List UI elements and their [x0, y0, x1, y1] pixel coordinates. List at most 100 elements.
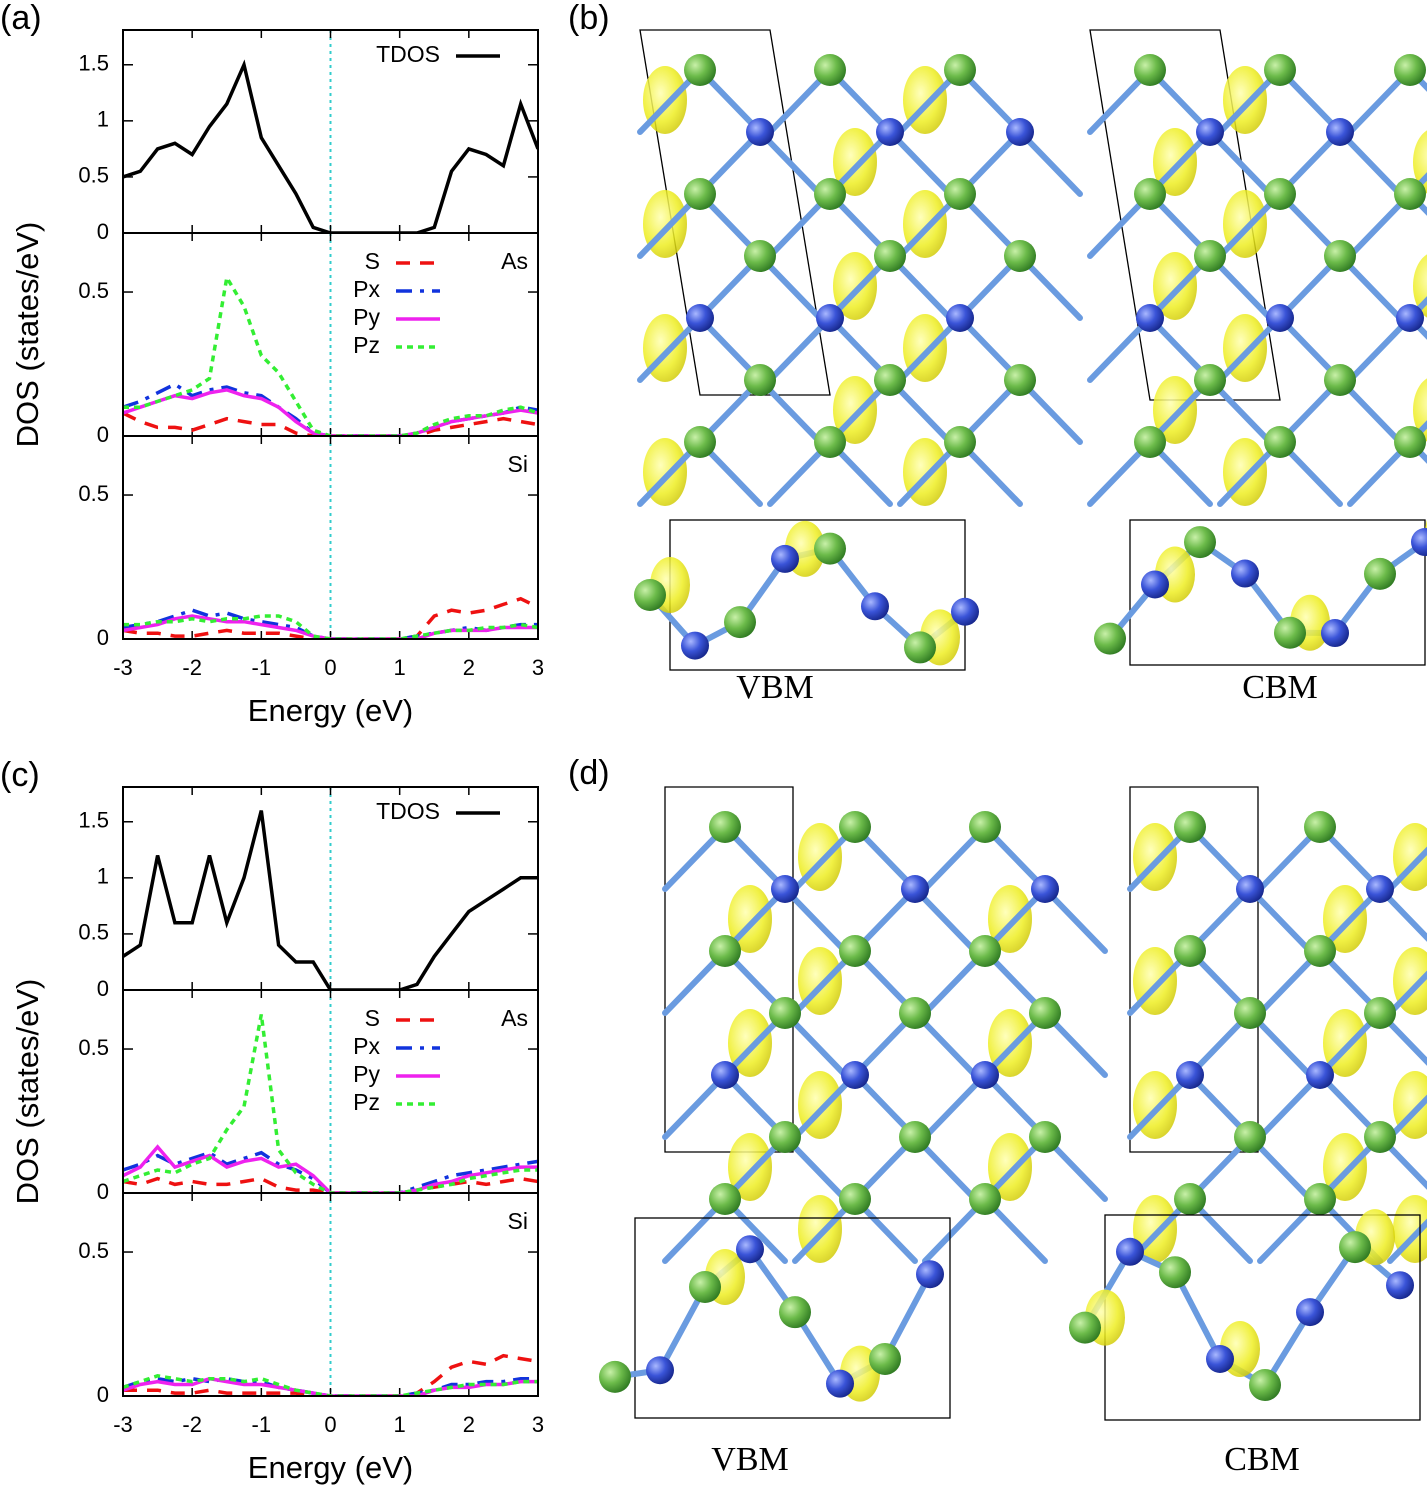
bond [1042, 886, 1108, 954]
bond [1172, 1269, 1223, 1363]
si-atom [744, 240, 776, 272]
cell-box [639, 29, 831, 396]
si-atom [689, 1271, 721, 1304]
y-axis-label: DOS (states/eV) [10, 222, 45, 448]
structure-side-view [1094, 519, 1427, 666]
si-atom [1134, 54, 1166, 86]
x-tick-label: -3 [113, 655, 133, 680]
y-tick-label: 1 [97, 107, 109, 132]
bond [1207, 129, 1273, 197]
as-atom [916, 1260, 944, 1289]
legend-label: Pz [353, 332, 380, 358]
bond [1127, 1072, 1193, 1140]
as-atom [946, 304, 974, 332]
si-atom [684, 54, 716, 86]
y-tick-label: 0 [97, 422, 109, 447]
si-atom [724, 606, 756, 639]
as-atom [736, 1235, 764, 1264]
as-atom [686, 304, 714, 332]
as-atom [826, 1369, 854, 1398]
as-atom [861, 592, 889, 621]
as-atom [1236, 875, 1264, 903]
panel-label: (d) [568, 754, 610, 792]
si-atom [944, 178, 976, 210]
caption: VBM [711, 1441, 788, 1478]
dos-line [123, 59, 538, 233]
si-atom [1134, 178, 1166, 210]
x-tick-label: 0 [324, 1412, 336, 1437]
x-tick-label: 2 [463, 1412, 475, 1437]
as-atom [876, 118, 904, 146]
panel-element-label: As [501, 248, 528, 274]
y-tick-label: 0.5 [78, 1035, 109, 1060]
structure-top-view [637, 29, 1083, 507]
si-atom [839, 811, 871, 843]
bond [1407, 315, 1427, 340]
as-atom [901, 875, 929, 903]
si-atom [1394, 178, 1426, 210]
si-atom [814, 426, 846, 458]
si-atom [769, 997, 801, 1029]
si-atom [1004, 364, 1036, 396]
as-atom [711, 1061, 739, 1089]
bond [922, 1072, 988, 1140]
si-atom [899, 997, 931, 1029]
dos-line [123, 1150, 538, 1193]
axes-frame [122, 435, 539, 640]
bond [1337, 129, 1403, 197]
dos-line [123, 614, 538, 639]
si-atom [814, 54, 846, 86]
as-atom [746, 118, 774, 146]
as-atom [1386, 1271, 1414, 1300]
x-tick-label: 2 [463, 655, 475, 680]
legend-label: TDOS [376, 798, 440, 824]
x-axis-label: Energy (eV) [248, 693, 413, 728]
bond [912, 886, 978, 954]
bond [637, 315, 703, 383]
bond [1087, 315, 1153, 383]
panel-label: (c) [0, 756, 40, 794]
si-atom [1264, 178, 1296, 210]
as-atom [1231, 559, 1259, 588]
si-atom [969, 811, 1001, 843]
as-atom [1141, 570, 1169, 599]
as-atom [816, 304, 844, 332]
dos-line [123, 1376, 538, 1396]
si-atom [1194, 240, 1226, 272]
as-atom [771, 544, 799, 573]
as-atom [1031, 875, 1059, 903]
si-atom [839, 935, 871, 967]
si-atom [634, 579, 666, 611]
as-atom [1116, 1237, 1144, 1266]
structure-top-view [662, 786, 1108, 1264]
x-tick-label: 0 [324, 655, 336, 680]
si-atom [1069, 1311, 1101, 1344]
si-atom [1194, 364, 1226, 396]
si-atom [709, 1183, 741, 1215]
si-atom [969, 935, 1001, 967]
as-atom [841, 1061, 869, 1089]
si-atom [1364, 997, 1396, 1029]
si-atom [1184, 526, 1216, 559]
si-atom [1174, 1183, 1206, 1215]
bond [887, 129, 953, 197]
si-atom [839, 1183, 871, 1215]
si-atom [1249, 1368, 1281, 1401]
si-atom [1394, 426, 1426, 458]
y-tick-label: 0 [97, 219, 109, 244]
si-atom [684, 178, 716, 210]
si-atom [1174, 935, 1206, 967]
si-atom [944, 426, 976, 458]
x-tick-label: -1 [252, 1412, 272, 1437]
bond [1257, 1072, 1323, 1140]
bond [1407, 296, 1427, 321]
x-axis-label: Energy (eV) [248, 1450, 413, 1485]
caption: CBM [1242, 669, 1318, 706]
si-atom [1159, 1256, 1191, 1289]
legend-label: Pz [353, 1089, 380, 1115]
bond [1347, 315, 1413, 383]
si-atom [1324, 364, 1356, 396]
y-tick-label: 0 [97, 1382, 109, 1407]
si-atom [944, 54, 976, 86]
y-tick-label: 1 [97, 864, 109, 889]
